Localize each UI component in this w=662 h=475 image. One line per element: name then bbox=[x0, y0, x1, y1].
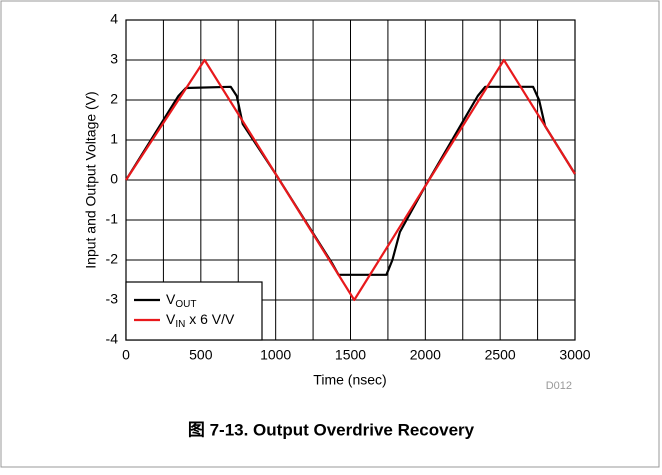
y-tick-label: 1 bbox=[110, 131, 118, 147]
y-tick-label: 3 bbox=[110, 51, 118, 67]
x-tick-label: 1000 bbox=[260, 347, 291, 363]
x-tick-label: 0 bbox=[122, 347, 130, 363]
x-tick-label: 3000 bbox=[559, 347, 590, 363]
y-tick-label: 4 bbox=[110, 11, 118, 27]
x-tick-label: 2000 bbox=[410, 347, 441, 363]
x-tick-label: 2500 bbox=[485, 347, 516, 363]
y-tick-label: 0 bbox=[110, 171, 118, 187]
x-axis-label: Time (nsec) bbox=[313, 372, 386, 388]
data-line bbox=[125, 85, 576, 276]
y-tick-label: 2 bbox=[110, 91, 118, 107]
legend-label: VOUT bbox=[166, 291, 196, 310]
y-tick-label: -2 bbox=[106, 251, 119, 267]
data-line bbox=[125, 58, 576, 302]
x-tick-label: 1500 bbox=[335, 347, 366, 363]
x-tick-label: 500 bbox=[189, 347, 213, 363]
legend-label: VIN x 6 V/V bbox=[166, 311, 235, 330]
legend-box bbox=[125, 281, 263, 341]
y-tick-label: -3 bbox=[106, 291, 119, 307]
caption: 图 7-13. Output Overdrive Recovery bbox=[188, 420, 475, 439]
figure-code: D012 bbox=[546, 380, 572, 392]
y-tick-label: -4 bbox=[106, 331, 119, 347]
y-axis-label: Input and Output Voltage (V) bbox=[83, 91, 99, 268]
y-tick-label: -1 bbox=[106, 211, 119, 227]
